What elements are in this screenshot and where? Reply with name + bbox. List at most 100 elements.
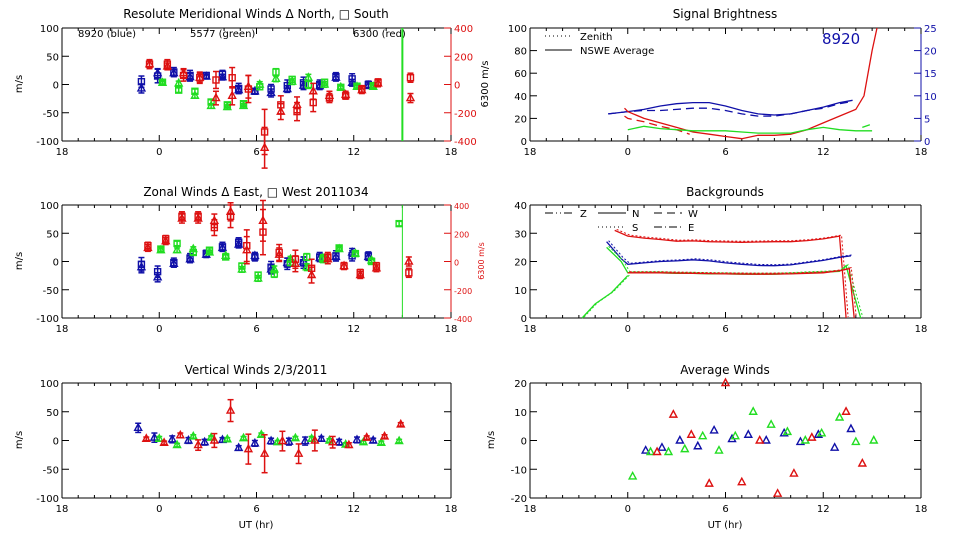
data-point <box>800 435 811 444</box>
triangle-marker <box>217 434 228 444</box>
right-tick-label: 25 <box>924 24 937 35</box>
right-tick-label: 15 <box>924 69 937 80</box>
series-6300-east <box>143 199 414 284</box>
right-tick-label: 400 <box>454 24 473 35</box>
data-point <box>766 419 776 428</box>
data-point <box>169 258 179 268</box>
triangle-marker <box>368 435 378 444</box>
square-marker <box>303 253 311 261</box>
series-zenith-ramp <box>581 274 631 319</box>
data-point <box>303 252 311 262</box>
triangle-marker <box>149 432 160 441</box>
data-point <box>217 242 228 253</box>
triangle-marker <box>287 76 297 85</box>
triangle-marker <box>645 446 656 456</box>
y-tick-label: 80 <box>514 47 527 58</box>
series-6300-nswe-average <box>624 27 878 140</box>
triangle-marker <box>680 443 690 453</box>
data-point <box>211 90 221 106</box>
data-point <box>269 263 280 274</box>
triangle-marker <box>308 85 318 95</box>
data-point <box>217 71 228 81</box>
x-tick-label: 6 <box>253 504 259 515</box>
triangle-marker <box>675 435 685 444</box>
triangle-marker <box>136 261 147 271</box>
x-tick-label: 12 <box>347 147 360 158</box>
triangle-marker <box>169 258 179 267</box>
data-point <box>834 412 845 421</box>
data-point <box>303 72 314 82</box>
data-point <box>308 82 318 100</box>
data-point <box>250 437 260 447</box>
data-point <box>627 470 638 480</box>
triangle-marker <box>396 418 406 428</box>
triangle-marker <box>271 73 281 83</box>
data-point <box>222 433 232 443</box>
triangle-marker <box>737 476 747 486</box>
triangle-marker <box>250 437 260 447</box>
data-point <box>204 246 215 256</box>
y-tick-label: -50 <box>43 465 59 476</box>
panel-vertical-winds: Vertical Winds 2/3/2011 m/s UT (hr) <box>14 363 327 531</box>
data-point <box>201 71 211 80</box>
triangle-marker <box>761 435 771 444</box>
triangle-marker <box>816 427 827 437</box>
chart-title: Signal Brightness <box>673 7 778 21</box>
series-8920 <box>640 423 856 454</box>
right-axis-label: 6300 m/s <box>480 61 491 108</box>
triangle-marker <box>800 435 811 444</box>
square-marker <box>174 86 183 94</box>
data-point <box>178 67 189 79</box>
triangle-marker <box>652 446 662 456</box>
data-point <box>292 96 302 114</box>
data-point <box>152 271 163 283</box>
data-point <box>336 81 346 91</box>
triangle-marker <box>204 246 215 256</box>
data-point <box>206 100 216 110</box>
legend-label-n: N <box>632 209 639 220</box>
triangle-marker <box>206 100 216 110</box>
triangle-marker <box>190 90 200 100</box>
series-6300 <box>652 377 868 497</box>
data-point <box>253 272 263 283</box>
x-axis-label: UT (hr) <box>239 520 274 531</box>
data-point <box>243 74 254 99</box>
triangle-marker <box>357 84 367 94</box>
data-point <box>657 442 667 451</box>
triangle-marker <box>266 87 276 97</box>
triangle-marker <box>293 448 304 457</box>
data-point <box>259 434 270 474</box>
data-point <box>857 458 868 467</box>
triangle-marker <box>221 250 231 260</box>
x-tick-label: 6 <box>253 147 259 158</box>
triangle-marker <box>339 260 349 270</box>
y-tick-label: 20 <box>514 379 527 390</box>
x-tick-label: 18 <box>56 147 69 158</box>
y-tick-label: 0 <box>521 314 527 325</box>
data-point <box>362 432 372 441</box>
triangle-marker <box>253 272 263 282</box>
y-tick-label: 0 <box>53 81 59 92</box>
panel-backgrounds: Backgrounds Z N W S E <box>580 185 764 234</box>
chart-title: Backgrounds <box>686 185 764 199</box>
right-tick-label: 0 <box>924 137 930 148</box>
data-point <box>761 435 771 444</box>
data-point <box>193 439 203 452</box>
right-tick-label: 10 <box>924 92 937 103</box>
y-axis-label: m/s <box>486 431 497 449</box>
square-marker <box>212 76 220 84</box>
right-tick-label: -200 <box>454 109 477 120</box>
triangle-marker <box>209 435 220 444</box>
data-point <box>185 253 195 264</box>
triangle-marker <box>188 430 198 440</box>
y-tick-label: 10 <box>514 408 527 419</box>
data-point <box>340 89 351 99</box>
data-point <box>323 253 333 265</box>
data-point <box>154 433 164 442</box>
triangle-marker <box>704 478 714 487</box>
data-point <box>136 82 147 94</box>
triangle-marker <box>355 269 365 279</box>
triangle-marker <box>709 424 719 434</box>
triangle-marker <box>243 443 254 453</box>
